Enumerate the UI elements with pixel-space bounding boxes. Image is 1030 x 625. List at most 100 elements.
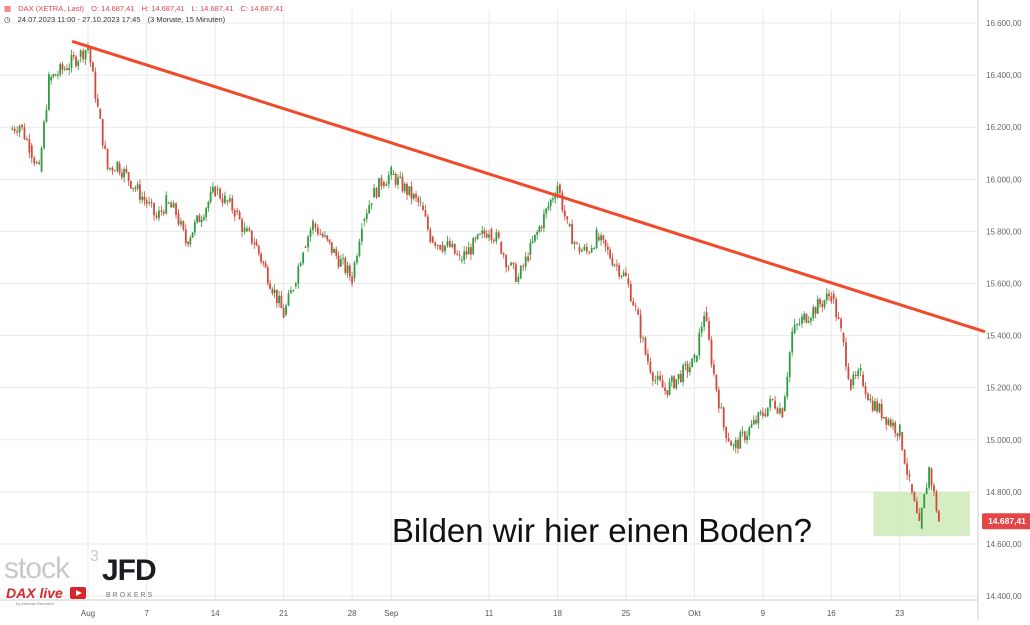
candle-body xyxy=(224,195,226,203)
candle-body xyxy=(748,427,751,436)
stock3-logo-sup: 3 xyxy=(90,548,99,565)
candle-body xyxy=(23,127,26,140)
candle-body xyxy=(11,128,14,130)
candle-body xyxy=(867,393,869,401)
candle-body xyxy=(167,202,170,204)
candle-body xyxy=(406,183,408,195)
clock-icon: ◷ xyxy=(4,15,11,24)
candle-body xyxy=(191,232,194,238)
y-tick-label: 14.800,00 xyxy=(986,488,1022,497)
candle-body xyxy=(725,426,728,439)
candle-body xyxy=(757,412,760,424)
brand-logos: stock 3 DAX live by Andreas Bernstein JF… xyxy=(4,548,174,614)
candle-body xyxy=(392,173,395,175)
candle-body xyxy=(629,284,632,302)
candle-body xyxy=(734,440,737,448)
candle-body xyxy=(200,219,203,223)
candle-body xyxy=(885,416,888,425)
candle-body xyxy=(175,203,177,215)
x-tick-label: 18 xyxy=(553,609,562,618)
candle-body xyxy=(382,181,385,186)
candle-body xyxy=(527,256,530,262)
candle-body xyxy=(294,283,297,287)
y-tick-label: 15.400,00 xyxy=(986,332,1022,341)
candle-body xyxy=(153,202,155,216)
candle-body xyxy=(771,398,774,400)
candle-body xyxy=(335,249,338,256)
candle-body xyxy=(901,431,904,450)
candle-body xyxy=(278,295,281,304)
candle-body xyxy=(101,118,104,146)
candle-body xyxy=(686,364,689,373)
candle-body xyxy=(429,229,432,243)
candle-body xyxy=(573,242,576,245)
candle-body xyxy=(561,193,564,211)
candle-body xyxy=(595,229,598,248)
candle-body xyxy=(857,370,860,377)
candle-body xyxy=(96,98,99,107)
candle-body xyxy=(326,235,329,240)
candle-body xyxy=(583,246,586,250)
candle-body xyxy=(529,242,532,255)
candle-body xyxy=(422,205,424,211)
candle-body xyxy=(99,108,102,119)
candle-body xyxy=(264,263,267,268)
candle-body xyxy=(280,295,283,309)
candle-body xyxy=(807,320,810,323)
x-tick-label: 21 xyxy=(279,609,288,618)
candle-body xyxy=(693,354,696,359)
candle-body xyxy=(788,352,791,377)
candle-body xyxy=(774,400,776,409)
candle-body xyxy=(75,56,77,67)
candle-body xyxy=(703,315,706,327)
candle-body xyxy=(94,71,97,99)
candle-body xyxy=(691,358,694,368)
candle-body xyxy=(476,234,479,239)
candle-body xyxy=(104,145,107,149)
candle-body xyxy=(307,236,309,248)
candle-body xyxy=(481,230,484,234)
x-tick-label: Aug xyxy=(81,609,95,618)
candle-body xyxy=(50,76,53,81)
candle-body xyxy=(184,229,187,244)
candle-body xyxy=(679,374,682,382)
candle-body xyxy=(764,413,767,417)
candle-body xyxy=(312,220,314,231)
candle-body xyxy=(639,314,642,338)
candle-body xyxy=(45,109,48,122)
open-value: O: 14.687,41 xyxy=(91,4,135,13)
candle-body xyxy=(155,215,158,218)
x-tick-label: 11 xyxy=(485,609,494,618)
candle-body xyxy=(365,213,368,220)
candle-body xyxy=(57,74,59,76)
candle-body xyxy=(876,401,879,412)
candle-body xyxy=(531,241,534,243)
candle-body xyxy=(180,221,182,225)
candle-body xyxy=(769,398,772,408)
candle-body xyxy=(282,308,285,318)
candle-body xyxy=(415,194,417,198)
candle-body xyxy=(160,210,163,212)
candle-body xyxy=(852,374,855,386)
candle-body xyxy=(385,184,388,186)
candle-body xyxy=(647,353,649,362)
candle-body xyxy=(375,187,378,198)
dax-live-byline: by Andreas Bernstein xyxy=(16,601,55,606)
candle-body xyxy=(87,47,89,50)
candle-body xyxy=(492,239,495,242)
candle-body xyxy=(928,467,930,488)
candle-body xyxy=(346,265,349,273)
candle-body xyxy=(675,379,678,389)
candle-body xyxy=(302,252,305,264)
candle-body xyxy=(920,508,923,529)
candle-body xyxy=(688,367,691,373)
candle-body xyxy=(316,227,319,234)
candle-body xyxy=(783,396,786,412)
candle-body xyxy=(465,251,468,255)
candle-body xyxy=(502,253,505,256)
candle-body xyxy=(30,145,33,158)
candle-body xyxy=(330,242,333,253)
candle-body xyxy=(479,233,481,235)
